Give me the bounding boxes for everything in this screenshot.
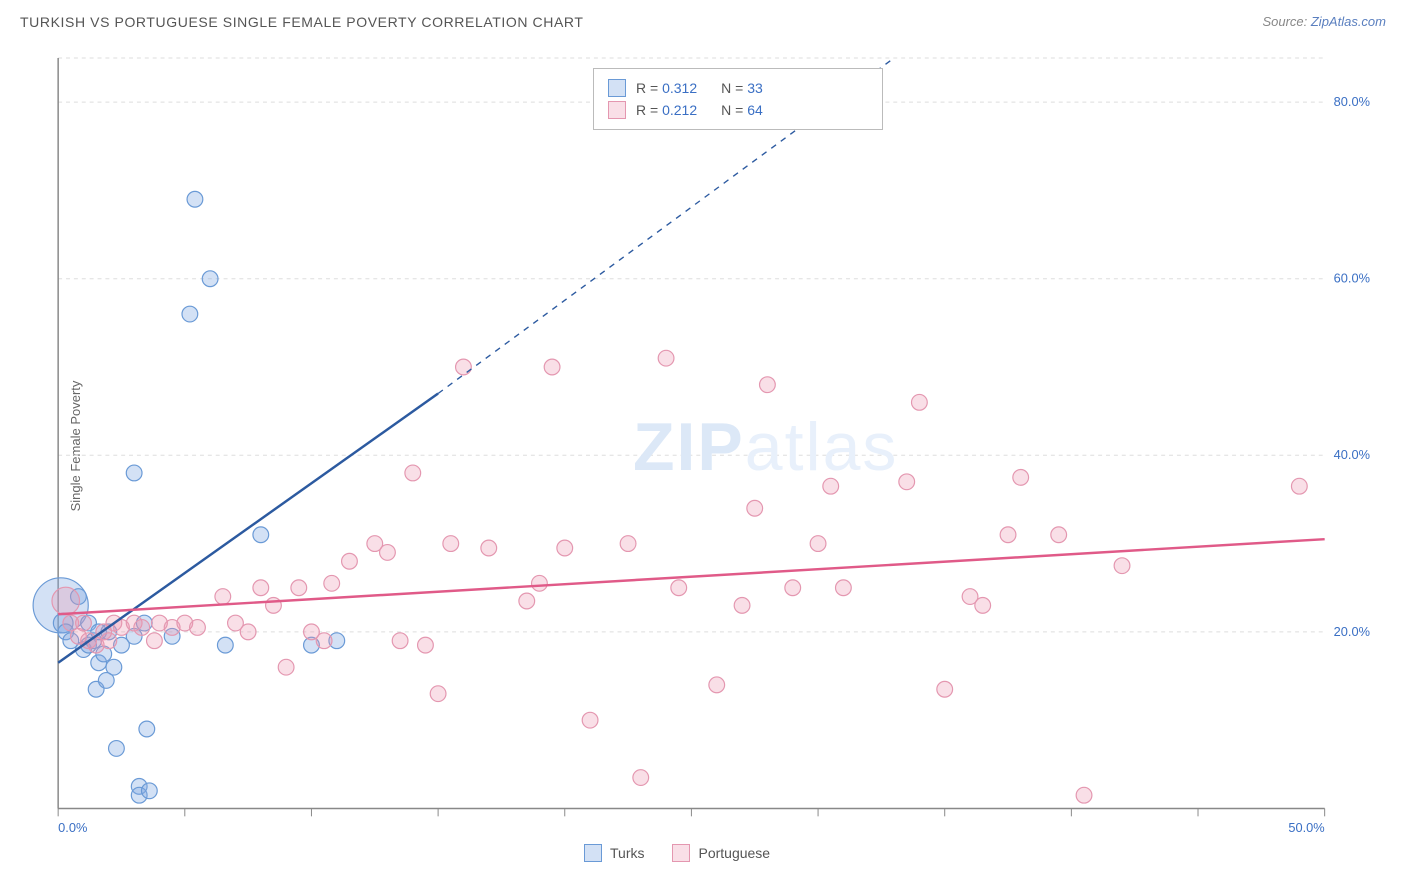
series-legend-item-turks: Turks	[584, 844, 644, 862]
legend-r-turks: R = 0.312	[636, 80, 697, 96]
series-label-portuguese: Portuguese	[698, 845, 770, 861]
source-attribution: Source: ZipAtlas.com	[1262, 14, 1386, 29]
legend-row-portuguese: R = 0.212 N = 64	[608, 99, 868, 121]
series-label-turks: Turks	[610, 845, 644, 861]
svg-text:50.0%: 50.0%	[1288, 820, 1324, 835]
legend-swatch-portuguese	[608, 101, 626, 119]
series-swatch-portuguese	[672, 844, 690, 862]
series-swatch-turks	[584, 844, 602, 862]
source-prefix: Source:	[1262, 14, 1310, 29]
svg-text:0.0%: 0.0%	[58, 820, 87, 835]
legend-row-turks: R = 0.312 N = 33	[608, 77, 868, 99]
svg-text:60.0%: 60.0%	[1334, 271, 1370, 286]
svg-text:80.0%: 80.0%	[1334, 94, 1370, 109]
legend-n-turks: N = 33	[721, 80, 763, 96]
legend-swatch-turks	[608, 79, 626, 97]
chart-title: TURKISH VS PORTUGUESE SINGLE FEMALE POVE…	[20, 14, 584, 30]
legend-r-portuguese: R = 0.212	[636, 102, 697, 118]
svg-text:20.0%: 20.0%	[1334, 624, 1370, 639]
correlation-legend: R = 0.312 N = 33 R = 0.212 N = 64	[593, 68, 883, 130]
source-link[interactable]: ZipAtlas.com	[1311, 14, 1386, 29]
legend-n-portuguese: N = 64	[721, 102, 763, 118]
series-legend-item-portuguese: Portuguese	[672, 844, 770, 862]
scatter-plot: 0.0% 50.0% 20.0% 40.0% 60.0% 80.0%	[48, 58, 1388, 838]
series-legend: Turks Portuguese	[584, 844, 770, 862]
chart-area: 0.0%50.0%20.0%40.0%60.0%80.0% ZIPatlas R…	[48, 58, 1388, 838]
svg-text:40.0%: 40.0%	[1334, 447, 1370, 462]
